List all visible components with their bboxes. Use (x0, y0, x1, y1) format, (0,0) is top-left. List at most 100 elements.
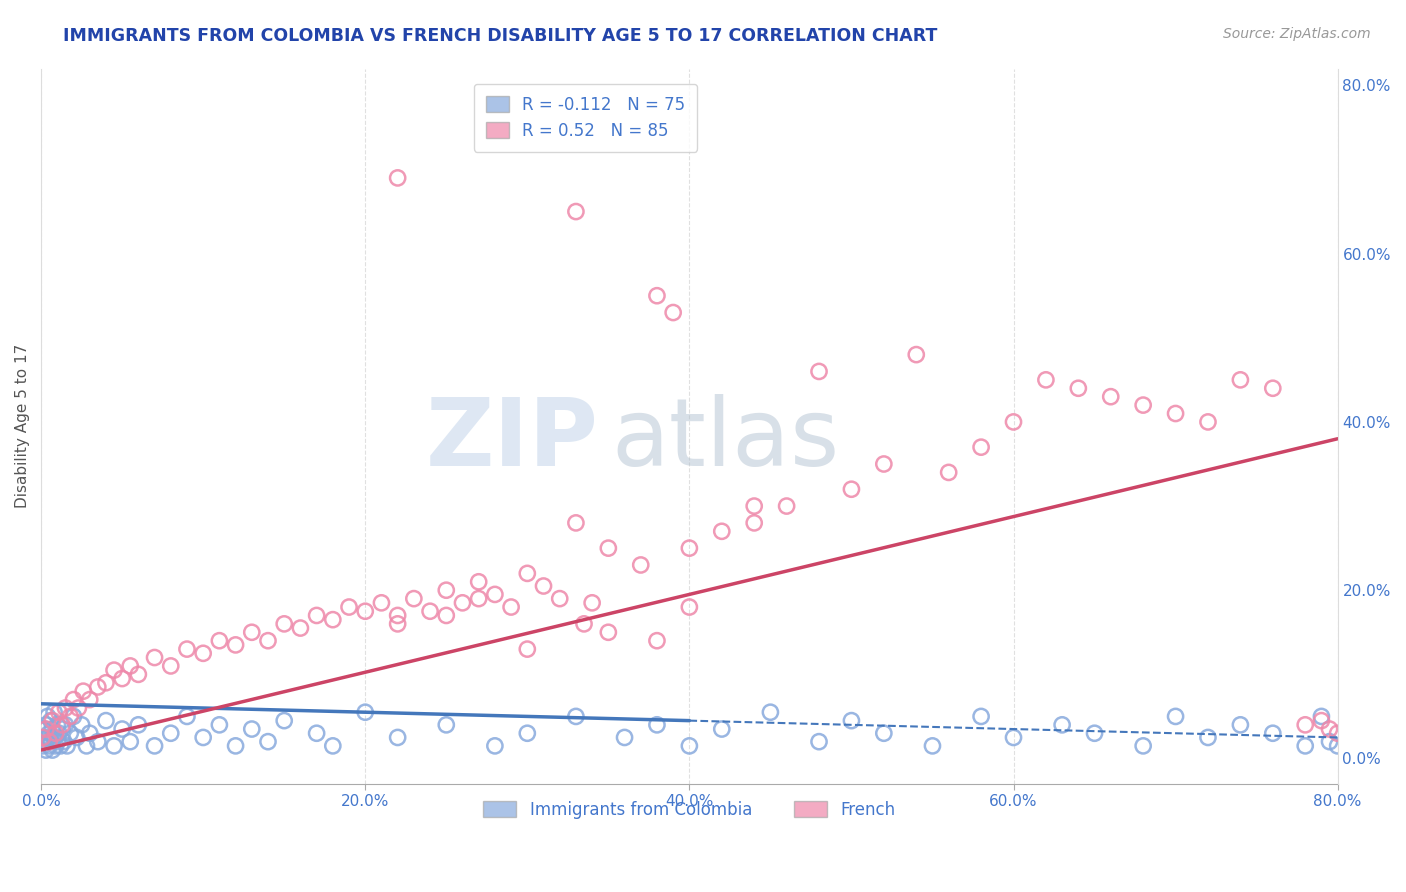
Point (387, 731, 409, 745)
Point (1067, 381, 1090, 395)
Point (662, 305, 685, 319)
Point (1326, 726, 1348, 740)
Point (1197, 731, 1219, 745)
Point (565, 516, 588, 530)
Point (35, 718, 58, 732)
Point (645, 289, 668, 303)
Point (94, 675, 117, 690)
Point (613, 731, 636, 745)
Point (42, 705, 65, 719)
Point (598, 625, 620, 640)
Point (127, 718, 149, 732)
Point (501, 600, 523, 615)
Point (630, 558, 652, 572)
Point (34, 722, 56, 736)
Text: Source: ZipAtlas.com: Source: ZipAtlas.com (1223, 27, 1371, 41)
Point (1261, 381, 1284, 395)
Point (322, 739, 344, 753)
Text: IMMIGRANTS FROM COLOMBIA VS FRENCH DISABILITY AGE 5 TO 17 CORRELATION CHART: IMMIGRANTS FROM COLOMBIA VS FRENCH DISAB… (63, 27, 938, 45)
Point (841, 482, 863, 496)
Point (35, 722, 58, 736)
Point (46, 718, 69, 732)
Point (51, 722, 73, 736)
Point (41, 722, 63, 736)
Point (387, 170, 409, 185)
Point (1002, 415, 1025, 429)
Point (548, 591, 571, 606)
Point (31, 731, 53, 745)
Point (176, 642, 198, 657)
Point (1197, 415, 1219, 429)
Point (38, 726, 60, 740)
Point (34, 734, 56, 748)
Point (62, 709, 84, 723)
Point (62, 692, 84, 706)
Point (49, 739, 72, 753)
Point (46, 734, 69, 748)
Point (484, 739, 506, 753)
Point (111, 722, 134, 736)
Point (841, 714, 863, 728)
Point (55, 701, 77, 715)
Point (581, 596, 603, 610)
Point (1164, 407, 1187, 421)
Point (39, 714, 62, 728)
Point (45, 726, 67, 740)
Point (1050, 718, 1073, 732)
Point (1083, 726, 1105, 740)
Point (572, 616, 595, 631)
Point (41, 714, 63, 728)
Point (257, 633, 280, 648)
Point (176, 709, 198, 723)
Point (938, 466, 960, 480)
Point (905, 348, 928, 362)
Point (48, 705, 70, 719)
Point (120, 734, 142, 748)
Point (678, 600, 700, 615)
Point (41, 743, 63, 757)
Point (1310, 714, 1333, 728)
Point (193, 646, 215, 660)
Point (565, 204, 588, 219)
Point (1261, 726, 1284, 740)
Point (533, 579, 555, 593)
Point (48, 726, 70, 740)
Point (434, 608, 457, 623)
Point (208, 633, 231, 648)
Point (565, 709, 588, 723)
Point (516, 726, 538, 740)
Point (35, 743, 58, 757)
Point (67, 701, 90, 715)
Point (451, 596, 474, 610)
Point (808, 364, 831, 378)
Point (775, 499, 797, 513)
Point (120, 659, 142, 673)
Y-axis label: Disability Age 5 to 17: Disability Age 5 to 17 (15, 344, 30, 508)
Point (970, 440, 993, 454)
Point (1229, 718, 1251, 732)
Point (103, 663, 125, 677)
Point (70, 718, 93, 732)
Point (387, 608, 409, 623)
Point (434, 583, 457, 598)
Point (434, 718, 457, 732)
Point (240, 722, 263, 736)
Point (159, 726, 181, 740)
Point (94, 714, 117, 728)
Point (37, 709, 59, 723)
Text: ZIP: ZIP (426, 394, 599, 486)
Point (51, 718, 73, 732)
Point (45, 739, 67, 753)
Point (111, 672, 134, 686)
Point (921, 739, 943, 753)
Point (1132, 398, 1154, 412)
Point (76, 739, 98, 753)
Point (354, 604, 377, 618)
Point (87, 734, 110, 748)
Point (79, 692, 101, 706)
Point (1099, 390, 1122, 404)
Point (1294, 718, 1316, 732)
Point (143, 739, 166, 753)
Point (598, 541, 620, 556)
Point (1132, 739, 1154, 753)
